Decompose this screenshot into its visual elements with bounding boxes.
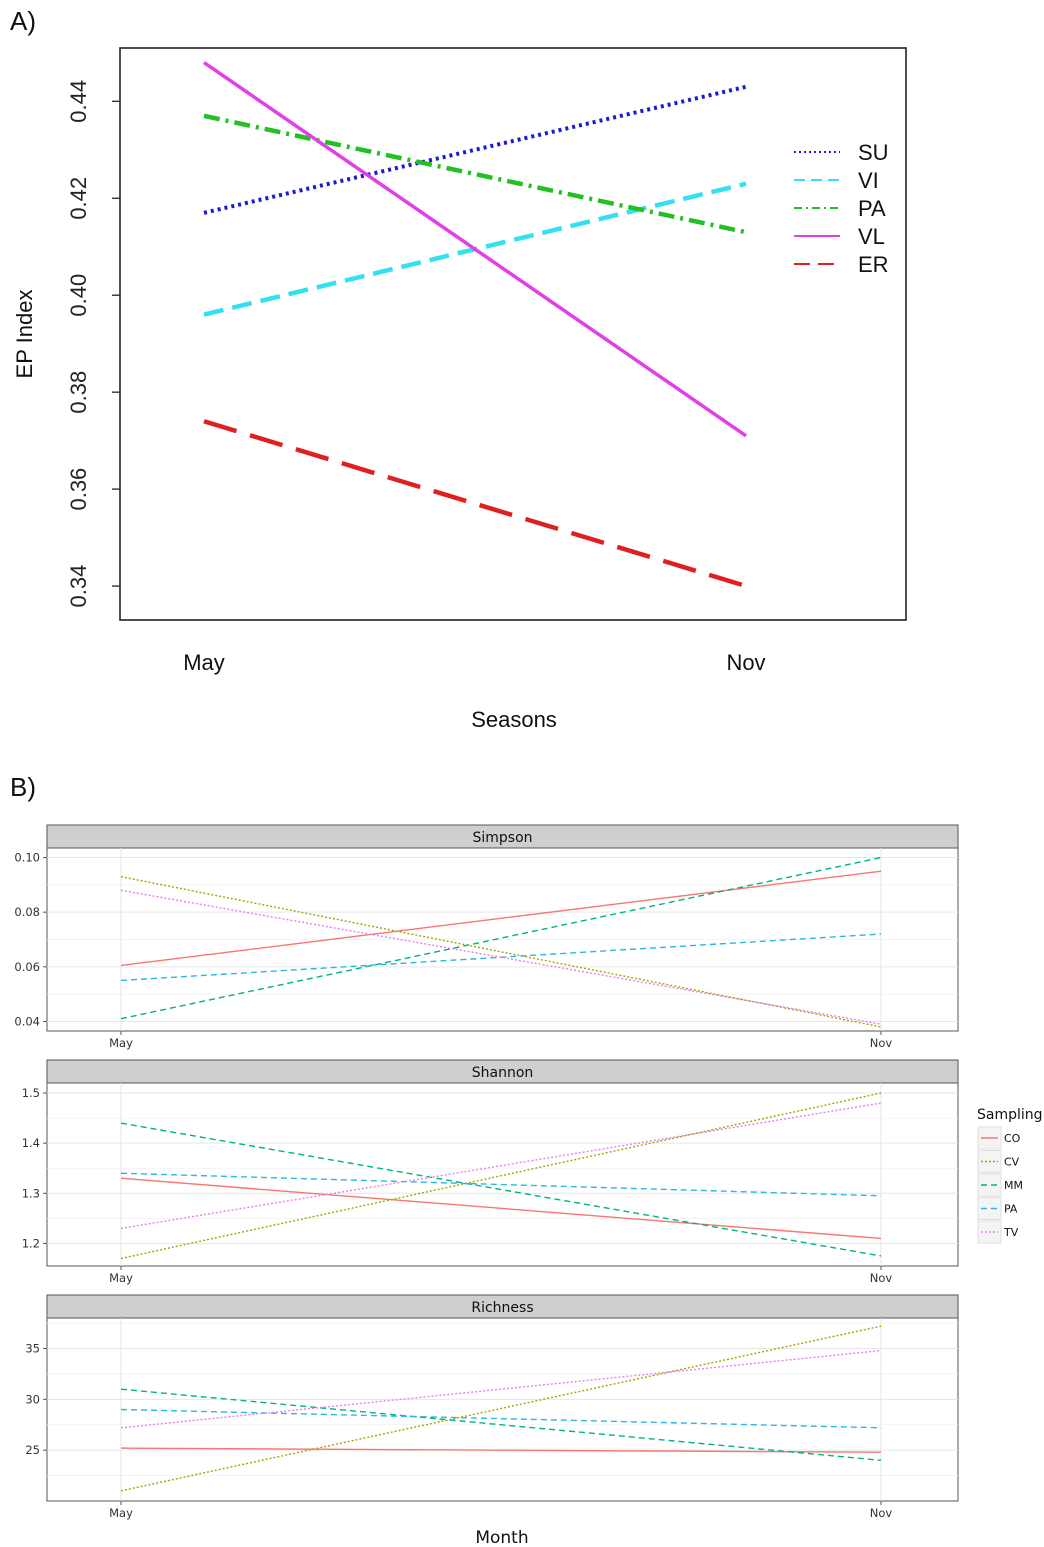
a-y-tick-label: 0.44: [66, 80, 91, 123]
series-line-tv: [120, 1349, 882, 1429]
series-line-tv: [120, 889, 882, 1025]
a-x-tick-label: May: [183, 650, 225, 675]
panel-b-x-axis-label: Month: [475, 1528, 528, 1547]
y-tick-label: 30: [25, 1392, 40, 1406]
facet-plot-frame: [46, 1317, 959, 1502]
x-tick-label: Nov: [870, 1036, 893, 1050]
y-tick-label: 1.5: [22, 1086, 40, 1100]
y-tick-label: 1.3: [22, 1186, 40, 1200]
panel-a-label: A): [10, 6, 36, 36]
facet-plot-frame: [46, 1082, 959, 1267]
y-tick-label: 1.2: [22, 1236, 40, 1250]
y-tick-label: 35: [25, 1342, 40, 1356]
series-line-pa: [120, 1172, 882, 1197]
legend-label-co: CO: [1004, 1132, 1021, 1145]
a-x-tick-label: Nov: [726, 650, 765, 675]
legend-label-tv: TV: [1003, 1226, 1019, 1239]
panel-a-y-axis-label: EP Index: [12, 290, 37, 379]
facet-title: Richness: [471, 1300, 533, 1316]
y-tick-label: 25: [25, 1443, 40, 1457]
a-legend-label-pa: PA: [858, 196, 886, 221]
legend-label-cv: CV: [1004, 1156, 1020, 1169]
facet-title: Simpson: [472, 830, 532, 846]
x-tick-label: Nov: [870, 1506, 893, 1520]
series-line-co: [120, 1177, 882, 1240]
y-tick-label: 0.06: [14, 960, 40, 974]
panel-a-legend: SU VI PA VL ER: [794, 140, 889, 277]
y-tick-label: 0.04: [14, 1014, 40, 1028]
a-legend-label-vl: VL: [858, 224, 885, 249]
panel-b-facets: Simpson 0.04 0.06 0.08 0.10 May Nov Shannon 1.2 1…: [14, 824, 959, 1520]
series-line-cv: [120, 1092, 882, 1260]
x-tick-label: May: [109, 1036, 133, 1050]
series-line-mm: [120, 1388, 882, 1462]
y-tick-label: 1.4: [22, 1136, 40, 1150]
a-legend-label-er: ER: [858, 252, 889, 277]
panel-b-label: B): [10, 772, 36, 802]
a-y-tick-label: 0.40: [66, 274, 91, 317]
legend-key-box: [977, 1197, 1002, 1220]
a-y-tick-label: 0.36: [66, 468, 91, 511]
legend-label-pa: PA: [1004, 1203, 1018, 1216]
a-y-tick-label: 0.42: [66, 177, 91, 220]
series-line-tv: [120, 1102, 882, 1230]
panel-b-legend: Sampling CO CV MM PA TV: [977, 1107, 1043, 1244]
x-tick-label: May: [109, 1271, 133, 1285]
legend-label-mm: MM: [1004, 1179, 1023, 1192]
facet-title: Shannon: [472, 1065, 534, 1081]
legend-title: Sampling: [977, 1107, 1043, 1123]
a-legend-label-vi: VI: [858, 168, 879, 193]
facet-shannon: Shannon 1.2 1.3 1.4 1.5 May Nov: [22, 1059, 959, 1285]
panel-a: A) 0.34 0.36 0.38 0.40 0.42 0.44 May Nov SU VI P…: [10, 6, 907, 732]
series-line-pa: [120, 1408, 882, 1429]
y-tick-label: 0.08: [14, 905, 40, 919]
panel-a-series-lines: [203, 61, 747, 589]
legend-key-box: [977, 1173, 1002, 1197]
series-line-cv: [120, 875, 882, 1028]
panel-a-plot-frame: [119, 47, 907, 621]
a-series-line-vl: [203, 61, 747, 438]
series-line-co: [120, 1447, 882, 1453]
a-y-tick-label: 0.34: [66, 565, 91, 608]
a-y-tick-label: 0.38: [66, 371, 91, 414]
series-line-cv: [120, 1325, 882, 1492]
a-legend-label-su: SU: [858, 140, 889, 165]
facet-simpson: Simpson 0.04 0.06 0.08 0.10 May Nov: [14, 824, 959, 1050]
panel-a-x-ticks: May Nov: [183, 650, 765, 675]
y-tick-label: 0.10: [14, 851, 40, 865]
series-line-mm: [120, 1122, 882, 1257]
x-tick-label: May: [109, 1506, 133, 1520]
series-line-co: [120, 870, 882, 967]
panel-a-y-ticks: 0.34 0.36 0.38 0.40 0.42 0.44: [66, 80, 120, 608]
a-series-line-su: [203, 84, 747, 215]
panel-b: B) Simpson 0.04 0.06 0.08 0.10 May Nov Shannon 1…: [10, 772, 1043, 1547]
facet-richness: Richness 25 30 35 May Nov: [25, 1294, 959, 1520]
panel-a-x-axis-label: Seasons: [471, 707, 557, 732]
x-tick-label: Nov: [870, 1271, 893, 1285]
